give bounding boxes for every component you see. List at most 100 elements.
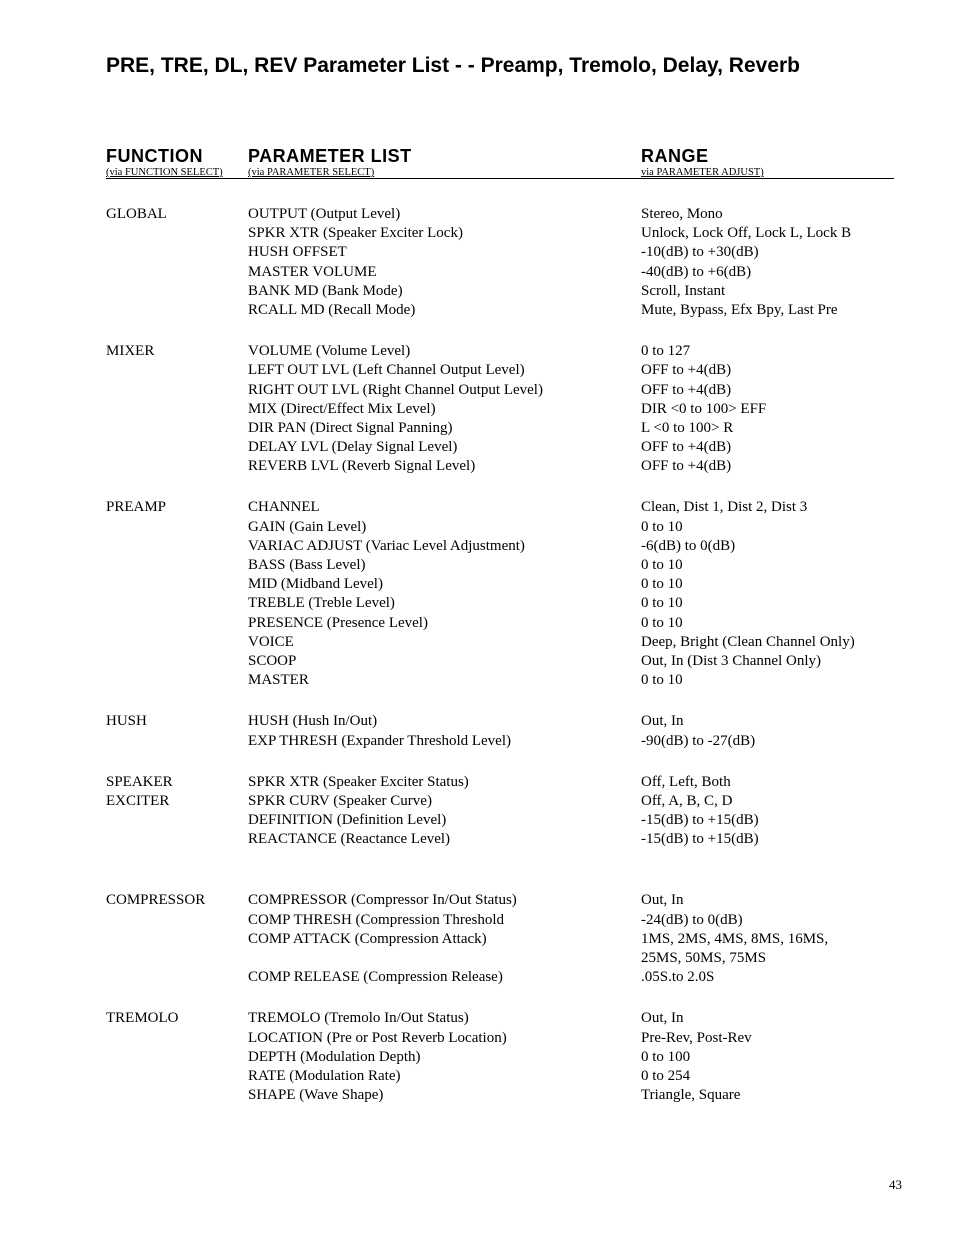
parameter-cell: SPKR CURV (Speaker Curve) [248, 792, 641, 811]
parameter-cell: REVERB LVL (Reverb Signal Level) [248, 457, 641, 476]
section: SPEAKER EXCITERSPKR XTR (Speaker Exciter… [106, 773, 894, 850]
page-number: 43 [889, 1177, 902, 1193]
function-column: HUSH [106, 712, 248, 750]
header-function-label: FUNCTION [106, 146, 248, 167]
sections-container: GLOBALOUTPUT (Output Level)SPKR XTR (Spe… [106, 205, 894, 1105]
range-cell: -24(dB) to 0(dB) [641, 911, 894, 930]
header-range: RANGE via PARAMETER ADJUST) [641, 146, 894, 178]
range-cell: Mute, Bypass, Efx Bpy, Last Pre [641, 301, 894, 320]
parameter-cell: LEFT OUT LVL (Left Channel Output Level) [248, 361, 641, 380]
function-column: GLOBAL [106, 205, 248, 320]
header-parameter-label: PARAMETER LIST [248, 146, 641, 167]
section: HUSHHUSH (Hush In/Out)EXP THRESH (Expand… [106, 712, 894, 750]
parameter-cell: COMP ATTACK (Compression Attack) [248, 930, 641, 949]
range-cell: 0 to 254 [641, 1067, 894, 1086]
range-cell: 0 to 10 [641, 556, 894, 575]
range-cell: 0 to 10 [641, 614, 894, 633]
parameter-cell: VOLUME (Volume Level) [248, 342, 641, 361]
function-column: MIXER [106, 342, 248, 476]
range-cell: -10(dB) to +30(dB) [641, 243, 894, 262]
section: GLOBALOUTPUT (Output Level)SPKR XTR (Spe… [106, 205, 894, 320]
parameter-cell: RCALL MD (Recall Mode) [248, 301, 641, 320]
function-label: MIXER [106, 342, 248, 361]
parameter-cell: PRESENCE (Presence Level) [248, 614, 641, 633]
range-cell: -15(dB) to +15(dB) [641, 830, 894, 849]
function-label: GLOBAL [106, 205, 248, 224]
parameter-cell: BASS (Bass Level) [248, 556, 641, 575]
parameter-cell: COMPRESSOR (Compressor In/Out Status) [248, 891, 641, 910]
function-column: PREAMP [106, 498, 248, 690]
range-cell: 25MS, 50MS, 75MS [641, 949, 894, 968]
parameter-cell: SPKR XTR (Speaker Exciter Lock) [248, 224, 641, 243]
function-label: SPEAKER EXCITER [106, 773, 248, 811]
parameter-cell: EXP THRESH (Expander Threshold Level) [248, 732, 641, 751]
parameter-cell: DELAY LVL (Delay Signal Level) [248, 438, 641, 457]
function-column: COMPRESSOR [106, 891, 248, 987]
function-label: TREMOLO [106, 1009, 248, 1028]
header-range-sub: via PARAMETER ADJUST) [641, 167, 894, 178]
range-cell: 0 to 10 [641, 518, 894, 537]
range-cell: Unlock, Lock Off, Lock L, Lock B [641, 224, 894, 243]
range-column: Off, Left, BothOff, A, B, C, D-15(dB) to… [641, 773, 894, 850]
parameter-cell: VARIAC ADJUST (Variac Level Adjustment) [248, 537, 641, 556]
page: PRE, TRE, DL, REV Parameter List - - Pre… [0, 0, 954, 1235]
parameter-column: OUTPUT (Output Level)SPKR XTR (Speaker E… [248, 205, 641, 320]
parameter-cell: TREBLE (Treble Level) [248, 594, 641, 613]
range-cell: Stereo, Mono [641, 205, 894, 224]
range-cell: 0 to 127 [641, 342, 894, 361]
range-cell: OFF to +4(dB) [641, 381, 894, 400]
range-cell: Out, In (Dist 3 Channel Only) [641, 652, 894, 671]
parameter-cell: RIGHT OUT LVL (Right Channel Output Leve… [248, 381, 641, 400]
function-column: TREMOLO [106, 1009, 248, 1105]
range-cell: L <0 to 100> R [641, 419, 894, 438]
range-cell: Pre-Rev, Post-Rev [641, 1029, 894, 1048]
parameter-cell: CHANNEL [248, 498, 641, 517]
parameter-cell: VOICE [248, 633, 641, 652]
function-label: HUSH [106, 712, 248, 731]
parameter-cell: BANK MD (Bank Mode) [248, 282, 641, 301]
parameter-column: TREMOLO (Tremolo In/Out Status)LOCATION … [248, 1009, 641, 1105]
range-cell: 0 to 10 [641, 594, 894, 613]
parameter-cell [248, 949, 641, 968]
range-cell: Clean, Dist 1, Dist 2, Dist 3 [641, 498, 894, 517]
range-cell: Out, In [641, 712, 894, 731]
section: TREMOLOTREMOLO (Tremolo In/Out Status)LO… [106, 1009, 894, 1105]
parameter-cell: REACTANCE (Reactance Level) [248, 830, 641, 849]
range-column: Clean, Dist 1, Dist 2, Dist 30 to 10-6(d… [641, 498, 894, 690]
parameter-cell: GAIN (Gain Level) [248, 518, 641, 537]
range-cell: .05S.to 2.0S [641, 968, 894, 987]
range-column: Out, In-24(dB) to 0(dB)1MS, 2MS, 4MS, 8M… [641, 891, 894, 987]
parameter-cell: DEPTH (Modulation Depth) [248, 1048, 641, 1067]
header-parameter: PARAMETER LIST (via PARAMETER SELECT) [248, 146, 641, 178]
range-cell: 0 to 10 [641, 671, 894, 690]
range-cell: OFF to +4(dB) [641, 361, 894, 380]
section: PREAMPCHANNELGAIN (Gain Level)VARIAC ADJ… [106, 498, 894, 690]
parameter-cell: MIX (Direct/Effect Mix Level) [248, 400, 641, 419]
parameter-column: HUSH (Hush In/Out)EXP THRESH (Expander T… [248, 712, 641, 750]
range-cell: OFF to +4(dB) [641, 457, 894, 476]
column-headers: FUNCTION (via FUNCTION SELECT) PARAMETER… [106, 146, 894, 179]
parameter-cell: LOCATION (Pre or Post Reverb Location) [248, 1029, 641, 1048]
range-cell: 0 to 10 [641, 575, 894, 594]
range-cell: Off, Left, Both [641, 773, 894, 792]
parameter-cell: DEFINITION (Definition Level) [248, 811, 641, 830]
range-cell: Out, In [641, 891, 894, 910]
range-cell: Deep, Bright (Clean Channel Only) [641, 633, 894, 652]
range-cell: -15(dB) to +15(dB) [641, 811, 894, 830]
range-cell: -40(dB) to +6(dB) [641, 263, 894, 282]
parameter-cell: SPKR XTR (Speaker Exciter Status) [248, 773, 641, 792]
header-parameter-sub: (via PARAMETER SELECT) [248, 167, 641, 178]
function-column: SPEAKER EXCITER [106, 773, 248, 850]
section: COMPRESSORCOMPRESSOR (Compressor In/Out … [106, 891, 894, 987]
header-function-sub: (via FUNCTION SELECT) [106, 167, 248, 178]
parameter-cell: HUSH OFFSET [248, 243, 641, 262]
range-column: Out, InPre-Rev, Post-Rev0 to 1000 to 254… [641, 1009, 894, 1105]
parameter-cell: MASTER [248, 671, 641, 690]
range-column: 0 to 127OFF to +4(dB)OFF to +4(dB)DIR <0… [641, 342, 894, 476]
parameter-cell: COMP THRESH (Compression Threshold [248, 911, 641, 930]
parameter-cell: SCOOP [248, 652, 641, 671]
parameter-column: COMPRESSOR (Compressor In/Out Status)COM… [248, 891, 641, 987]
parameter-cell: RATE (Modulation Rate) [248, 1067, 641, 1086]
range-column: Out, In-90(dB) to -27(dB) [641, 712, 894, 750]
range-cell: OFF to +4(dB) [641, 438, 894, 457]
